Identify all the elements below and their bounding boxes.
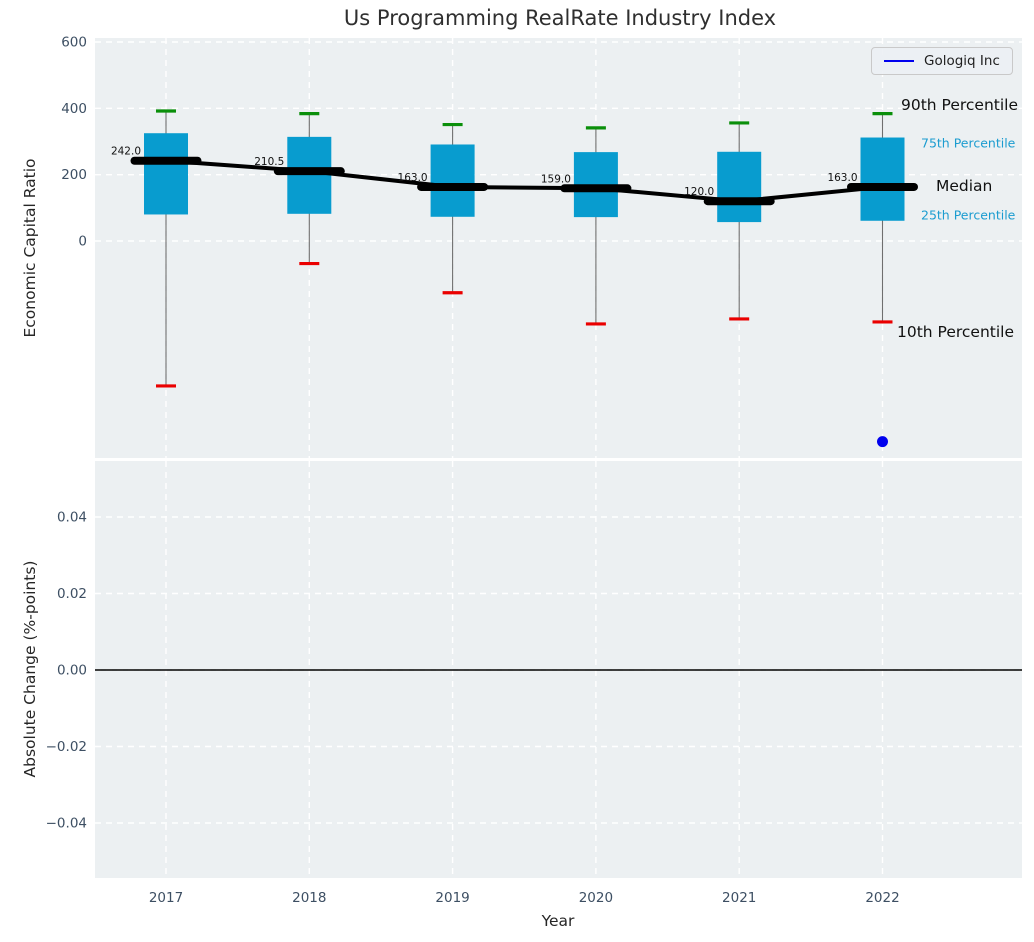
median-value-label-2019: 163.0	[398, 172, 428, 184]
xtick-label-2018: 2018	[292, 890, 326, 906]
top-ytick-label-0: 0	[78, 234, 87, 250]
label-10th-percentile: 10th Percentile	[897, 323, 1015, 341]
box-2019	[430, 144, 475, 217]
chart-title: Us Programming RealRate Industry Index	[343, 6, 777, 30]
legend-line-swatch	[884, 60, 914, 62]
top-ytick-label-400: 400	[61, 101, 87, 117]
bottom-y-axis-label: Absolute Change (%-points)	[21, 560, 39, 778]
legend: Gologiq Inc	[871, 47, 1013, 75]
median-value-label-2021: 120.0	[684, 186, 714, 198]
label-25th-percentile: 25th Percentile	[921, 207, 1016, 223]
box-2022	[860, 137, 905, 221]
bottom-ytick-label-1: 0.02	[57, 586, 87, 602]
xtick-label-2019: 2019	[435, 890, 469, 906]
box-2021	[717, 151, 762, 223]
bottom-ytick-label-2: 0.00	[57, 663, 87, 679]
top-y-axis-label: Economic Capital Ratio	[21, 158, 39, 338]
label-75th-percentile: 75th Percentile	[921, 135, 1016, 151]
median-value-label-2017: 242.0	[111, 146, 141, 158]
legend-label: Gologiq Inc	[924, 53, 1000, 69]
label-median: Median	[936, 177, 993, 195]
median-value-label-2020: 159.0	[541, 173, 571, 185]
box-2017	[144, 133, 188, 215]
xtick-label-2022: 2022	[865, 890, 899, 906]
top-ytick-label-200: 200	[61, 167, 87, 183]
label-90th-percentile: 90th Percentile	[901, 96, 1019, 114]
bottom-ytick-label-0: 0.04	[57, 510, 87, 526]
xtick-label-2021: 2021	[722, 890, 756, 906]
company-point-2022	[877, 436, 888, 448]
xtick-label-2020: 2020	[579, 890, 613, 906]
median-value-label-2018: 210.5	[254, 156, 284, 168]
bottom-ytick-label-3: −0.02	[46, 739, 87, 755]
x-axis-label: Year	[541, 912, 575, 930]
xtick-label-2017: 2017	[149, 890, 183, 906]
median-value-label-2022: 163.0	[827, 172, 857, 184]
box-2018	[287, 136, 332, 214]
top-ytick-label-600: 600	[61, 35, 87, 51]
bottom-ytick-label-4: −0.04	[46, 816, 87, 832]
